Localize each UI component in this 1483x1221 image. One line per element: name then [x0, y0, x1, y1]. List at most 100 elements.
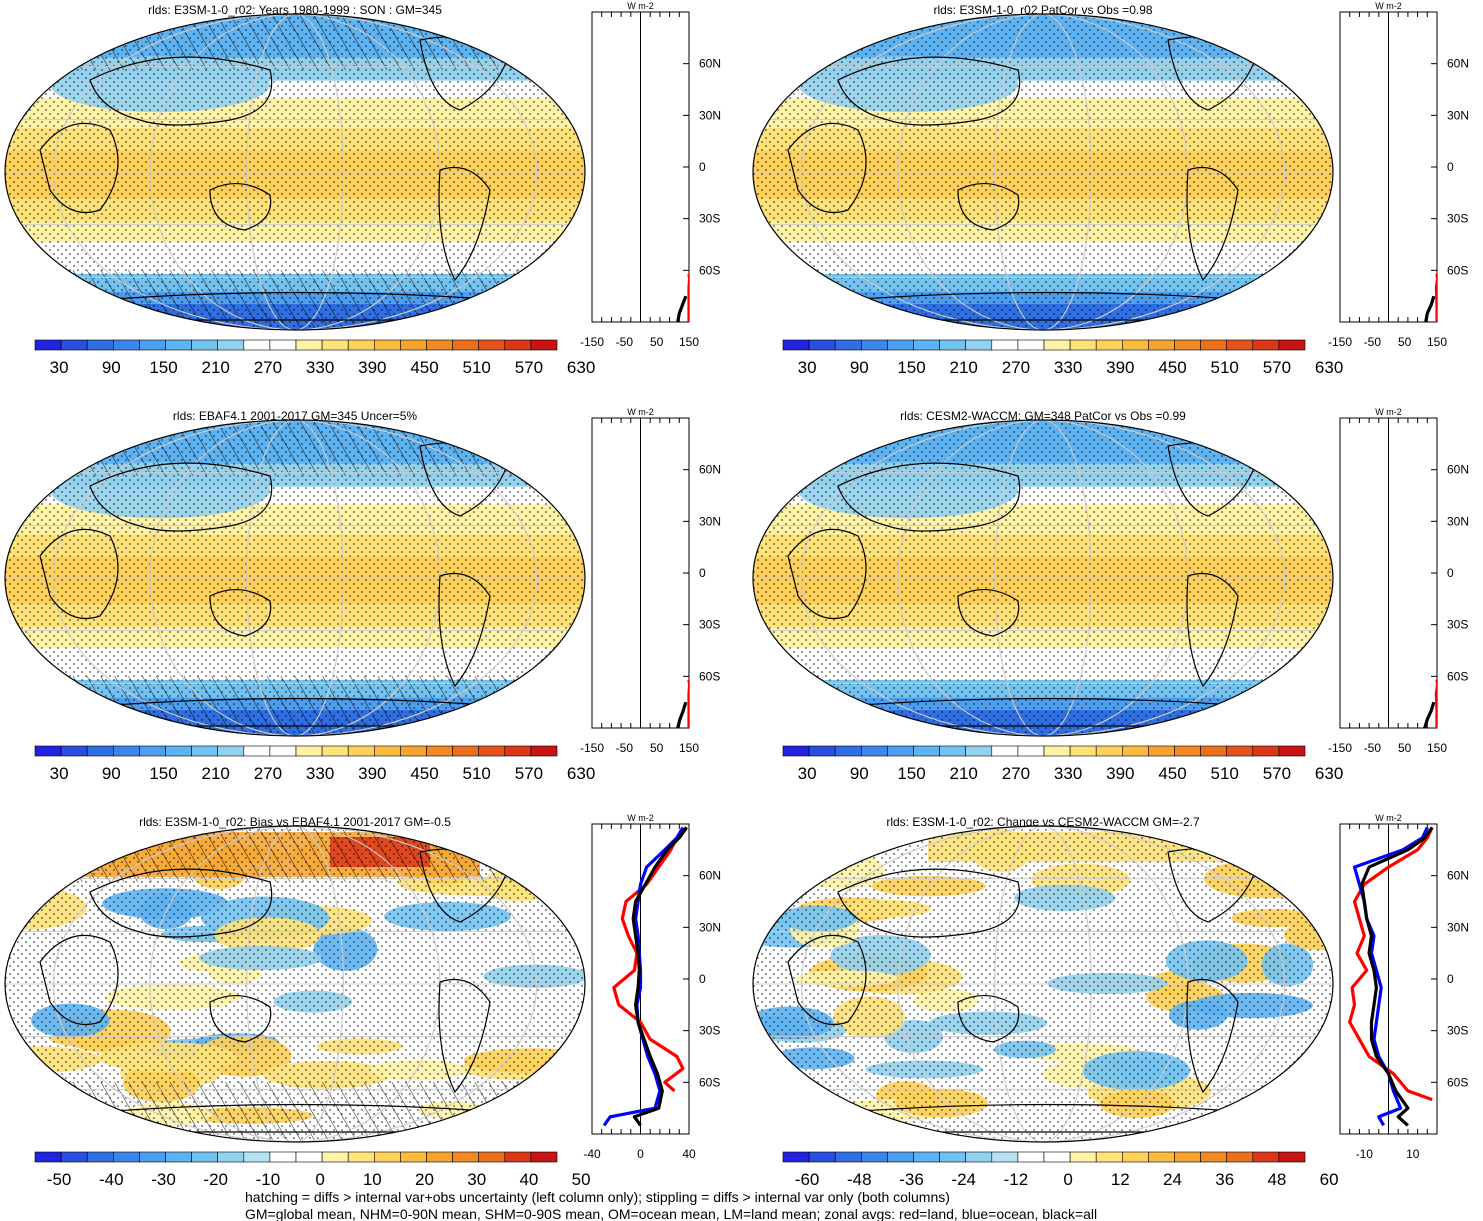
zonal-x-label: 0 — [637, 1147, 644, 1161]
colorbar-label: 570 — [1263, 358, 1291, 377]
colorbar-label: 20 — [415, 1170, 434, 1189]
panel-title: rlds: EBAF4.1 2001-2017 GM=345 Uncer=5% — [173, 409, 417, 423]
zonal-series-3 — [631, 826, 688, 1127]
colorbar-label: 90 — [102, 358, 121, 377]
lat-label: 0 — [699, 566, 706, 580]
colorbar-label: -30 — [151, 1170, 176, 1189]
lat-label: 30S — [699, 212, 720, 226]
map-border — [752, 825, 1334, 1143]
map-border — [752, 419, 1334, 737]
colorbar-label: 270 — [254, 358, 282, 377]
colorbar-label: 30 — [50, 764, 69, 783]
colorbar-label: 90 — [850, 764, 869, 783]
lat-label: 30N — [699, 108, 721, 122]
colorbar-label: -36 — [899, 1170, 924, 1189]
panel-6: rlds: E3SM-1-0_r02: Change vs CESM2-WACC… — [752, 813, 1469, 1189]
colorbar-label: 270 — [1002, 358, 1030, 377]
lat-label: 0 — [699, 972, 706, 986]
lat-label: 60N — [699, 869, 721, 883]
map-border — [4, 13, 586, 331]
lat-label: 30N — [699, 514, 721, 528]
zonal-x-label: -40 — [583, 1147, 601, 1161]
colorbar-label: 390 — [1106, 358, 1134, 377]
colorbar-label: 30 — [50, 358, 69, 377]
lat-label: 60S — [1447, 263, 1468, 277]
zonal-x-label: -150 — [1328, 335, 1352, 349]
colorbar-label: 0 — [315, 1170, 324, 1189]
colorbar: 30 90 150 210 270 330 390 450 510 570 630 — [782, 745, 1343, 783]
panel-2: rlds: E3SM-1-0_r02 PatCor vs Obs =0.98 30… — [752, 1, 1469, 377]
zonal-x-label: 150 — [679, 741, 699, 755]
colorbar: 30 90 150 210 270 330 390 450 510 570 630 — [34, 339, 595, 377]
colorbar-label: -50 — [47, 1170, 72, 1189]
zonal-mean-panel: W m-2 60N 30N 0 30S 60S -40 0 40 — [583, 813, 721, 1161]
zonal-series-2 — [1352, 826, 1429, 1127]
zonal-mean-panel: W m-2 60N 30N 0 30S 60S -10 10 — [1339, 813, 1469, 1161]
colorbar-label: 450 — [410, 358, 438, 377]
colorbar-label: 570 — [1263, 764, 1291, 783]
colorbar: -60 -48 -36 -24 -12 0 12 24 36 48 60 — [782, 1151, 1339, 1189]
world-map — [753, 826, 1333, 1142]
colorbar-label: 24 — [1163, 1170, 1182, 1189]
colorbar-label: 150 — [897, 764, 925, 783]
colorbar-label: 150 — [149, 764, 177, 783]
zonal-x-label: -50 — [1364, 335, 1382, 349]
colorbar-label: 630 — [567, 358, 595, 377]
zonal-x-label: -150 — [1328, 741, 1352, 755]
zonal-mean-panel: W m-2 60N 30N 0 30S 60S -150 -50 50 150 — [580, 1, 721, 349]
colorbar-label: 510 — [463, 358, 491, 377]
colorbar-label: 210 — [202, 764, 230, 783]
panel-title: rlds: E3SM-1-0_r02 PatCor vs Obs =0.98 — [933, 3, 1152, 17]
zonal-units: W m-2 — [627, 813, 654, 823]
zonal-units: W m-2 — [1375, 813, 1402, 823]
colorbar-label: 630 — [567, 764, 595, 783]
colorbar: -50 -40 -30 -20 -10 0 10 20 30 40 50 — [34, 1151, 591, 1189]
zonal-series-3 — [1360, 826, 1434, 1127]
zonal-x-label: 50 — [650, 335, 664, 349]
colorbar-label: 330 — [1054, 358, 1082, 377]
lat-label: 0 — [1447, 566, 1454, 580]
lat-label: 60N — [1447, 57, 1469, 71]
lat-label: 0 — [1447, 972, 1454, 986]
zonal-series-2 — [1424, 295, 1436, 322]
colorbar-label: 630 — [1315, 358, 1343, 377]
panel-title: rlds: CESM2-WACCM: GM=348 PatCor vs Obs … — [900, 409, 1186, 423]
colorbar-label: 450 — [410, 764, 438, 783]
colorbar-label: 450 — [1158, 764, 1186, 783]
colorbar-label: 60 — [1320, 1170, 1339, 1189]
lat-label: 30S — [1447, 618, 1468, 632]
zonal-series-2 — [676, 295, 688, 322]
zonal-x-label: -150 — [580, 741, 604, 755]
panel-title: rlds: E3SM-1-0_r02: Bias vs EBAF4.1 2001… — [139, 815, 451, 829]
panel-5: rlds: E3SM-1-0_r02: Bias vs EBAF4.1 2001… — [4, 813, 721, 1189]
colorbar-label: -20 — [203, 1170, 228, 1189]
zonal-units: W m-2 — [627, 407, 654, 417]
colorbar-label: 0 — [1063, 1170, 1072, 1189]
lat-label: 60S — [699, 669, 720, 683]
zonal-series-1 — [1434, 273, 1437, 322]
zonal-x-label: 150 — [1427, 335, 1447, 349]
lat-label: 30S — [699, 1024, 720, 1038]
lat-label: 60S — [1447, 1075, 1468, 1089]
colorbar-label: 390 — [358, 764, 386, 783]
colorbar-label: 570 — [515, 764, 543, 783]
lat-label: 30N — [1447, 920, 1469, 934]
lat-label: 60N — [699, 463, 721, 477]
colorbar-label: 570 — [515, 358, 543, 377]
colorbar-label: 390 — [358, 358, 386, 377]
zonal-x-label: 50 — [1398, 741, 1412, 755]
world-map — [5, 14, 585, 330]
colorbar-label: -12 — [1004, 1170, 1029, 1189]
lat-label: 30N — [1447, 108, 1469, 122]
colorbar-label: 30 — [467, 1170, 486, 1189]
colorbar-label: -10 — [256, 1170, 281, 1189]
colorbar-label: -48 — [847, 1170, 872, 1189]
zonal-mean-panel: W m-2 60N 30N 0 30S 60S -150 -50 50 150 — [1328, 1, 1469, 349]
panel-4: rlds: CESM2-WACCM: GM=348 PatCor vs Obs … — [752, 407, 1469, 783]
colorbar-label: 210 — [202, 358, 230, 377]
zonal-x-label: -50 — [616, 335, 634, 349]
zonal-x-label: 50 — [650, 741, 664, 755]
colorbar-label: 270 — [254, 764, 282, 783]
zonal-mean-panel: W m-2 60N 30N 0 30S 60S -150 -50 50 150 — [580, 407, 721, 755]
colorbar-label: 330 — [306, 764, 334, 783]
